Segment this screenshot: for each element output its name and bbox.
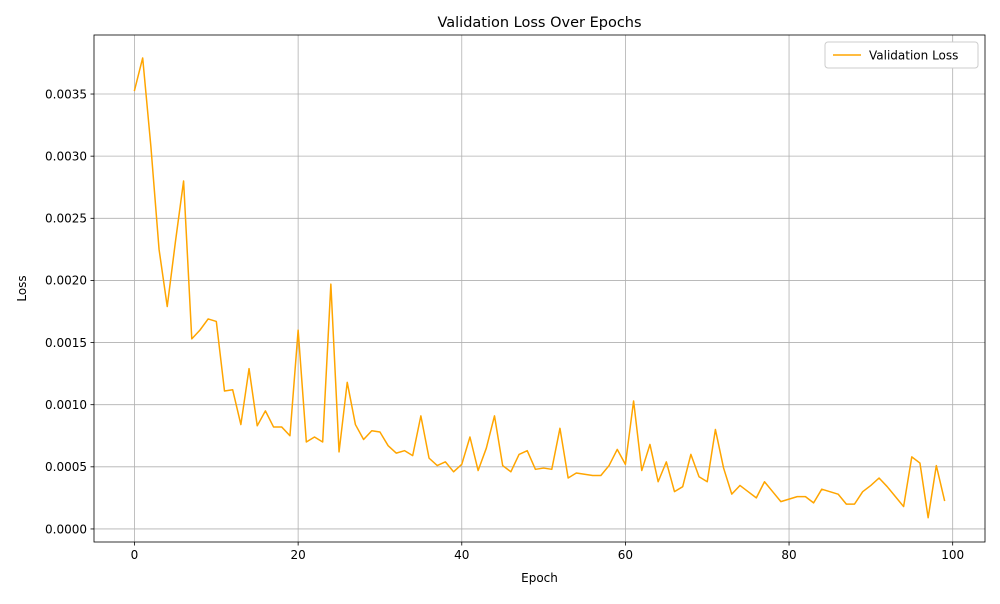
y-tick-label: 0.0005 bbox=[45, 460, 87, 474]
legend-box bbox=[824, 41, 979, 69]
x-axis: 0 20 40 60 80 100 bbox=[131, 542, 964, 562]
x-tick-label: 40 bbox=[454, 548, 469, 562]
x-axis-label: Epoch bbox=[521, 571, 558, 585]
x-tick-label: 60 bbox=[618, 548, 633, 562]
y-tick-label: 0.0020 bbox=[45, 274, 87, 288]
y-tick-label: 0.0010 bbox=[45, 398, 87, 412]
plot-area bbox=[94, 35, 985, 542]
chart-title: Validation Loss Over Epochs bbox=[437, 15, 641, 31]
plot-frame bbox=[93, 34, 986, 543]
y-tick-label: 0.0035 bbox=[45, 87, 87, 101]
series-layer bbox=[133, 57, 946, 519]
y-tick-label: 0.0030 bbox=[45, 149, 87, 163]
grid-lines bbox=[94, 35, 985, 542]
y-axis-label: Loss bbox=[15, 275, 29, 301]
y-tick-label: 0.0025 bbox=[45, 212, 87, 226]
x-tick-label: 80 bbox=[781, 548, 796, 562]
legend: Validation Loss bbox=[824, 41, 979, 69]
y-tick-label: 0.0000 bbox=[45, 522, 87, 536]
x-tick-label: 100 bbox=[941, 548, 964, 562]
x-tick-label: 0 bbox=[131, 548, 139, 562]
y-axis: 0.0000 0.0005 0.0010 0.0015 0.0020 0.0025 0.00… bbox=[45, 87, 94, 536]
y-tick-label: 0.0015 bbox=[45, 336, 87, 350]
x-tick-label: 20 bbox=[290, 548, 305, 562]
series-line-validation-loss bbox=[133, 57, 946, 519]
legend-label-validation-loss: Validation Loss bbox=[869, 49, 958, 63]
